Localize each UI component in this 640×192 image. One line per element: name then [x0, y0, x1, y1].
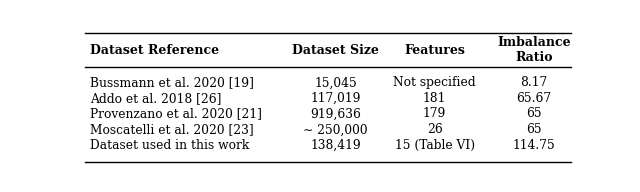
Text: 26: 26: [427, 123, 442, 136]
Text: ∼ 250,000: ∼ 250,000: [303, 123, 368, 136]
Text: 919,636: 919,636: [310, 108, 361, 120]
Text: Imbalance
Ratio: Imbalance Ratio: [497, 36, 571, 64]
Text: Features: Features: [404, 44, 465, 57]
Text: 15,045: 15,045: [314, 76, 357, 89]
Text: Moscatelli et al. 2020 [23]: Moscatelli et al. 2020 [23]: [90, 123, 253, 136]
Text: 114.75: 114.75: [513, 139, 556, 152]
Text: 8.17: 8.17: [520, 76, 547, 89]
Text: 181: 181: [423, 92, 446, 105]
Text: Dataset Reference: Dataset Reference: [90, 44, 219, 57]
Text: 179: 179: [423, 108, 446, 120]
Text: 65.67: 65.67: [516, 92, 552, 105]
Text: Provenzano et al. 2020 [21]: Provenzano et al. 2020 [21]: [90, 108, 262, 120]
Text: Addo et al. 2018 [26]: Addo et al. 2018 [26]: [90, 92, 221, 105]
Text: Dataset used in this work: Dataset used in this work: [90, 139, 249, 152]
Text: Bussmann et al. 2020 [19]: Bussmann et al. 2020 [19]: [90, 76, 254, 89]
Text: Not specified: Not specified: [394, 76, 476, 89]
Text: 138,419: 138,419: [310, 139, 361, 152]
Text: 15 (Table VI): 15 (Table VI): [395, 139, 475, 152]
Text: 117,019: 117,019: [310, 92, 361, 105]
Text: Dataset Size: Dataset Size: [292, 44, 379, 57]
Text: 65: 65: [526, 123, 541, 136]
Text: 65: 65: [526, 108, 541, 120]
